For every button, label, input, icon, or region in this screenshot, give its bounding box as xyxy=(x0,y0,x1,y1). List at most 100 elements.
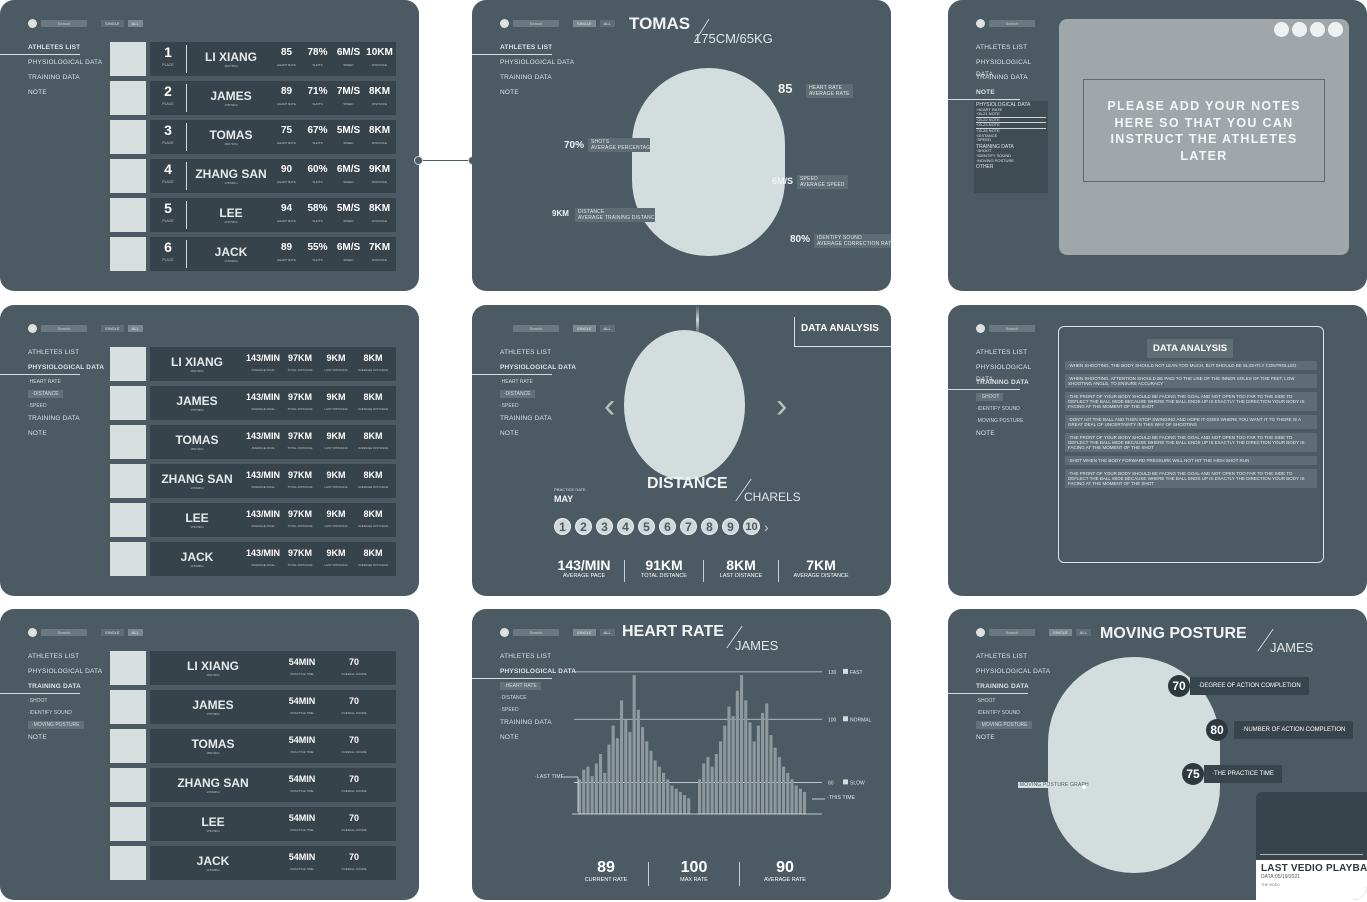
nav-sub-moving-posture[interactable]: ·MOVING POSTURE xyxy=(976,418,1024,424)
table-row[interactable]: LEE 175/70KG 143/MIN AVERAGE PACE 97KM TOTAL … xyxy=(110,503,396,537)
day-button[interactable]: 4 xyxy=(617,518,634,535)
day-button[interactable]: 5 xyxy=(638,518,655,535)
nav-physiological-data[interactable]: PHYSIOLOGICAL DATA xyxy=(976,364,1032,383)
nav-training-data[interactable]: TRAINING DATA xyxy=(0,681,108,696)
table-row[interactable]: 3 PLACE TOMAS 180/74KG 75 HEART RATE 67% SHOTS 5… xyxy=(110,120,396,154)
video-progress-bar[interactable] xyxy=(1260,854,1363,855)
chevron-right-icon[interactable]: › xyxy=(776,387,788,425)
search-input[interactable]: Search xyxy=(41,325,87,332)
nav-athletes-list[interactable]: ATHLETES LIST xyxy=(976,653,1028,660)
tab-single[interactable]: SINGLE xyxy=(573,325,596,332)
table-row[interactable]: LEE 175/70KG 54MIN PRACTICE TIME 70 OVERALL S… xyxy=(110,807,396,841)
table-row[interactable]: 1 PLACE LI XIANG 181/75KG 85 HEART RATE 78% SHO… xyxy=(110,42,396,76)
nav-training-data[interactable]: TRAINING DATA xyxy=(948,681,1056,696)
table-row[interactable]: ZHANG SAN 176/62KG 143/MIN AVERAGE PACE 97KM… xyxy=(110,464,396,498)
table-row[interactable]: 5 PLACE LEE 175/70KG 94 HEART RATE 58% SHOTS 5M/… xyxy=(110,198,396,232)
window-control-icon[interactable] xyxy=(1274,22,1289,37)
tab-single[interactable]: SINGLE xyxy=(1049,629,1072,636)
table-row[interactable]: TOMAS 180/74KG 143/MIN AVERAGE PACE 97KM TOTA… xyxy=(110,425,396,459)
tab-all[interactable]: ALL xyxy=(127,629,143,636)
nav-athletes-list[interactable]: ATHLETES LIST xyxy=(500,653,552,660)
tree-note[interactable]: ·03-22 NOTE xyxy=(976,117,1046,124)
tab-all[interactable]: ALL xyxy=(1075,629,1091,636)
nav-note[interactable]: NOTE xyxy=(500,734,519,741)
nav-training-data[interactable]: TRAINING DATA xyxy=(948,377,1048,392)
tree-item[interactable]: ·HEART RATE xyxy=(976,106,1003,112)
nav-note[interactable]: NOTE xyxy=(948,87,1048,102)
nav-sub-moving-posture[interactable]: ·MOVING POSTURE xyxy=(0,720,108,732)
user-icon[interactable] xyxy=(976,324,985,333)
nav-sub-shoot[interactable]: ·SHOOT xyxy=(976,698,996,704)
nav-sub-shoot[interactable]: ·SHOOT xyxy=(28,698,48,704)
nav-athletes-list[interactable]: ATHLETES LIST xyxy=(976,44,1028,51)
search-input[interactable]: Search xyxy=(989,325,1035,332)
nav-sub-heart-rate[interactable]: ·HEART RATE xyxy=(500,379,533,385)
table-row[interactable]: LI XIANG 181/74KG 54MIN PRACTICE TIME 70 OVER… xyxy=(110,651,396,685)
day-button[interactable]: 9 xyxy=(722,518,739,535)
tree-note[interactable]: ·03-28 NOTE xyxy=(976,127,1000,133)
nav-training-data[interactable]: TRAINING DATA xyxy=(500,415,552,422)
tab-single[interactable]: SINGLE xyxy=(101,20,124,27)
user-icon[interactable] xyxy=(28,19,37,28)
tab-single[interactable]: SINGLE xyxy=(573,629,596,636)
nav-physiological-data[interactable]: PHYSIOLOGICAL DATA xyxy=(472,362,580,377)
user-icon[interactable] xyxy=(500,19,509,28)
note-input[interactable]: PLEASE ADD YOUR NOTES HERE SO THAT YOU C… xyxy=(1083,79,1325,182)
day-button[interactable]: 6 xyxy=(659,518,676,535)
search-input[interactable]: Search xyxy=(513,325,559,332)
table-row[interactable]: LI XIANG 181/74KG 143/MIN AVERAGE PACE 97KM T… xyxy=(110,347,396,381)
search-input[interactable]: Search xyxy=(989,629,1035,636)
nav-training-data[interactable]: TRAINING DATA xyxy=(28,415,80,422)
nav-physiological-data[interactable]: PHYSIOLOGICAL DATA xyxy=(472,666,580,681)
nav-sub-identify-sound[interactable]: ·IDENTIFY SOUND xyxy=(28,710,72,716)
tab-all[interactable]: ALL xyxy=(127,325,143,332)
nav-athletes-list[interactable]: ATHLETES LIST xyxy=(472,42,580,57)
tree-item[interactable]: ·MOVING POSTURE xyxy=(976,157,1015,163)
day-button[interactable]: 8 xyxy=(701,518,718,535)
table-row[interactable]: JACK 174/69KG 54MIN PRACTICE TIME 70 OVERALL … xyxy=(110,846,396,880)
search-input[interactable]: Search xyxy=(513,20,559,27)
table-row[interactable]: TOMAS 180/74KG 54MIN PRACTICE TIME 70 OVERALL… xyxy=(110,729,396,763)
nav-sub-heart-rate[interactable]: ·HEART RATE xyxy=(472,681,580,693)
nav-sub-identify-sound[interactable]: ·IDENTIFY SOUND xyxy=(976,406,1020,412)
nav-training-data[interactable]: TRAINING DATA xyxy=(500,74,552,81)
nav-physiological-data[interactable]: PHYSIOLOGICAL DATA xyxy=(976,59,1032,78)
window-control-icon[interactable] xyxy=(1292,22,1307,37)
tab-single[interactable]: SINGLE xyxy=(101,629,124,636)
nav-note[interactable]: NOTE xyxy=(976,430,995,437)
tree-item[interactable]: ·DISTANCE xyxy=(976,132,998,138)
day-button[interactable]: 1 xyxy=(554,518,571,535)
tree-item[interactable]: ·SHOOT xyxy=(976,148,992,154)
table-row[interactable]: JAMES 175/70KG 143/MIN AVERAGE PACE 97KM TOTA… xyxy=(110,386,396,420)
tree-section[interactable]: TRAINING DATA xyxy=(976,143,1014,150)
nav-note[interactable]: NOTE xyxy=(28,89,47,96)
nav-physiological-data[interactable]: PHYSIOLOGICAL DATA xyxy=(28,668,103,675)
nav-athletes-list[interactable]: ATHLETES LIST xyxy=(0,42,108,57)
nav-physiological-data[interactable]: PHYSIOLOGICAL DATA xyxy=(0,362,108,377)
tree-note[interactable]: ·03-21 NOTE xyxy=(976,112,1046,118)
day-button[interactable]: 2 xyxy=(575,518,592,535)
nav-note[interactable]: NOTE xyxy=(500,89,519,96)
tree-section[interactable]: PHYSIOLOGICAL DATA xyxy=(976,102,1031,108)
nav-note[interactable]: NOTE xyxy=(500,430,519,437)
nav-physiological-data[interactable]: PHYSIOLOGICAL DATA xyxy=(28,59,103,66)
table-row[interactable]: JAMES 175/70KG 54MIN PRACTICE TIME 70 OVERALL… xyxy=(110,690,396,724)
nav-sub-moving-posture[interactable]: ·MOVING POSTURE xyxy=(948,720,1056,732)
chevron-left-icon[interactable]: ‹ xyxy=(604,387,616,425)
nav-sub-shoot[interactable]: ·SHOOT xyxy=(948,392,1048,404)
chevron-right-icon[interactable]: › xyxy=(764,518,769,535)
nav-note[interactable]: NOTE xyxy=(976,734,995,741)
nav-sub-speed[interactable]: ·SPEED xyxy=(500,707,519,713)
nav-sub-speed[interactable]: ·SPEED xyxy=(28,403,47,409)
nav-sub-heart-rate[interactable]: ·HEART RATE xyxy=(28,379,61,385)
data-analysis-button[interactable]: DATA ANALYSIS xyxy=(794,317,891,347)
nav-athletes-list[interactable]: ATHLETES LIST xyxy=(500,349,552,356)
user-icon[interactable] xyxy=(500,628,509,637)
search-input[interactable]: Search xyxy=(989,20,1035,27)
user-icon[interactable] xyxy=(976,628,985,637)
user-icon[interactable] xyxy=(28,324,37,333)
table-row[interactable]: 6 PLACE JACK 174/69KG 89 HEART RATE 55% SHOTS 6M… xyxy=(110,237,396,271)
day-button[interactable]: 7 xyxy=(680,518,697,535)
nav-note[interactable]: NOTE xyxy=(28,430,47,437)
tab-all[interactable]: ALL xyxy=(127,20,143,27)
